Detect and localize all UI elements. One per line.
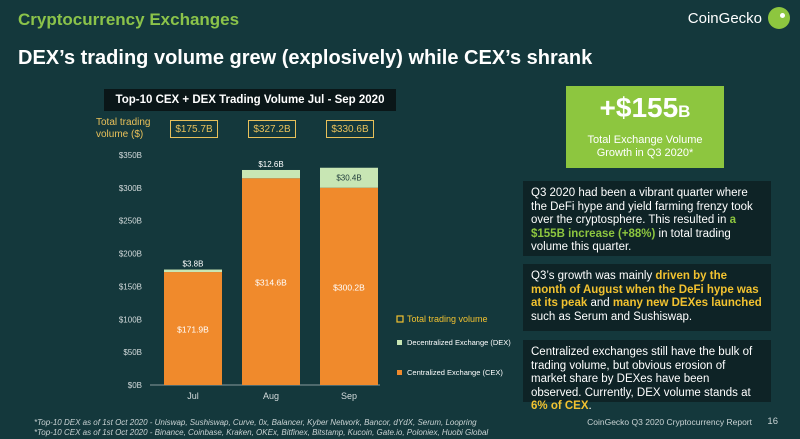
growth-amount: +$155	[599, 92, 679, 123]
y-tick-label: $250B	[119, 217, 142, 226]
y-tick-label: $300B	[119, 184, 142, 193]
note-highlight: 6% of CEX	[531, 400, 589, 412]
bar-dex-jul	[164, 269, 222, 273]
bar-dex-sep	[320, 167, 378, 188]
note-text: in total trading volume this quarter.	[531, 227, 731, 254]
total-volume-jul: $175.7B	[170, 120, 218, 138]
y-tick-label: $200B	[119, 250, 142, 259]
note-text: such as Serum and Sushiswap.	[531, 310, 693, 323]
section-title: Cryptocurrency Exchanges	[18, 10, 240, 29]
footnote-cex: *Top-10 CEX as of 1st Oct 2020 - Binance…	[34, 428, 489, 437]
growth-value: +$155B	[566, 92, 724, 128]
y-tick-label: $50B	[123, 348, 142, 357]
y-tick-label: $0B	[128, 381, 142, 390]
bar-cex-jul	[164, 272, 222, 385]
total-volume-aug: $327.2B	[248, 120, 296, 138]
growth-callout: +$155B Total Exchange Volume Growth in Q…	[566, 86, 724, 168]
note-highlight: many new DEXes launched	[612, 297, 762, 309]
legend-label: Decentralized Exchange (DEX)	[407, 338, 511, 347]
gecko-icon	[768, 7, 790, 29]
note-text: and	[587, 297, 613, 309]
bar-label-cex: $314.6B	[255, 278, 287, 288]
legend-swatch	[397, 340, 402, 345]
brand-name: CoinGecko	[687, 9, 762, 27]
y-tick-label: $150B	[119, 282, 142, 291]
note-text: Centralized exchanges still have the bul…	[531, 346, 753, 399]
growth-unit: B	[678, 102, 691, 121]
stacked-bar-chart: $0B $50B $100B $150B $200B $250B $300B $350B $17…	[119, 151, 511, 401]
bar-label-dex: $30.4B	[336, 174, 361, 183]
x-tick-label: Sep	[341, 391, 357, 401]
legend-swatch-total	[396, 315, 404, 323]
chart-title: Top-10 CEX + DEX Trading Volume Jul - Se…	[104, 89, 396, 111]
x-tick-label: Jul	[187, 391, 199, 401]
legend-swatch	[397, 370, 402, 375]
legend-label: Centralized Exchange (CEX)	[407, 368, 503, 377]
x-tick-label: Aug	[263, 391, 279, 401]
total-volume-sep: $330.6B	[326, 120, 374, 138]
bar-dex-aug	[242, 169, 300, 179]
page-headline: DEX’s trading volume grew (explosively) …	[18, 47, 593, 69]
note-box-3: Centralized exchanges still have the bul…	[523, 340, 771, 412]
bar-label-cex: $171.9B	[177, 325, 209, 335]
bar-label-dex: $3.8B	[183, 260, 204, 269]
bar-cex-aug	[242, 178, 300, 385]
bar-label-dex: $12.6B	[258, 160, 283, 169]
y-tick-label: $100B	[119, 315, 142, 324]
note-text: Q3 2020 had been a vibrant quarter where…	[531, 187, 753, 226]
total-volume-label: Total trading volume ($)	[96, 117, 151, 140]
note-box-2: Q3’s growth was mainly driven by the mon…	[523, 264, 771, 331]
growth-caption: Total Exchange Volume Growth in Q3 2020*	[587, 134, 703, 159]
note-box-1: Q3 2020 had been a vibrant quarter where…	[523, 181, 771, 256]
page-number: 16	[767, 416, 778, 427]
report-name: CoinGecko Q3 2020 Cryptocurrency Report	[587, 417, 752, 427]
footnote-dex: *Top-10 DEX as of 1st Oct 2020 - Uniswap…	[34, 418, 477, 427]
bar-cex-sep	[320, 187, 378, 385]
note-text: .	[588, 400, 592, 412]
note-highlight: a $155B increase (+88%)	[531, 214, 736, 240]
y-tick-label: $350B	[119, 151, 142, 160]
brand-logo: CoinGecko	[688, 7, 790, 29]
note-text: Q3’s growth was mainly	[531, 270, 656, 282]
legend-label: Total trading volume	[407, 314, 488, 324]
note-highlight: driven by the month of August when the D…	[531, 270, 759, 309]
bar-label-cex: $300.2B	[333, 282, 365, 292]
